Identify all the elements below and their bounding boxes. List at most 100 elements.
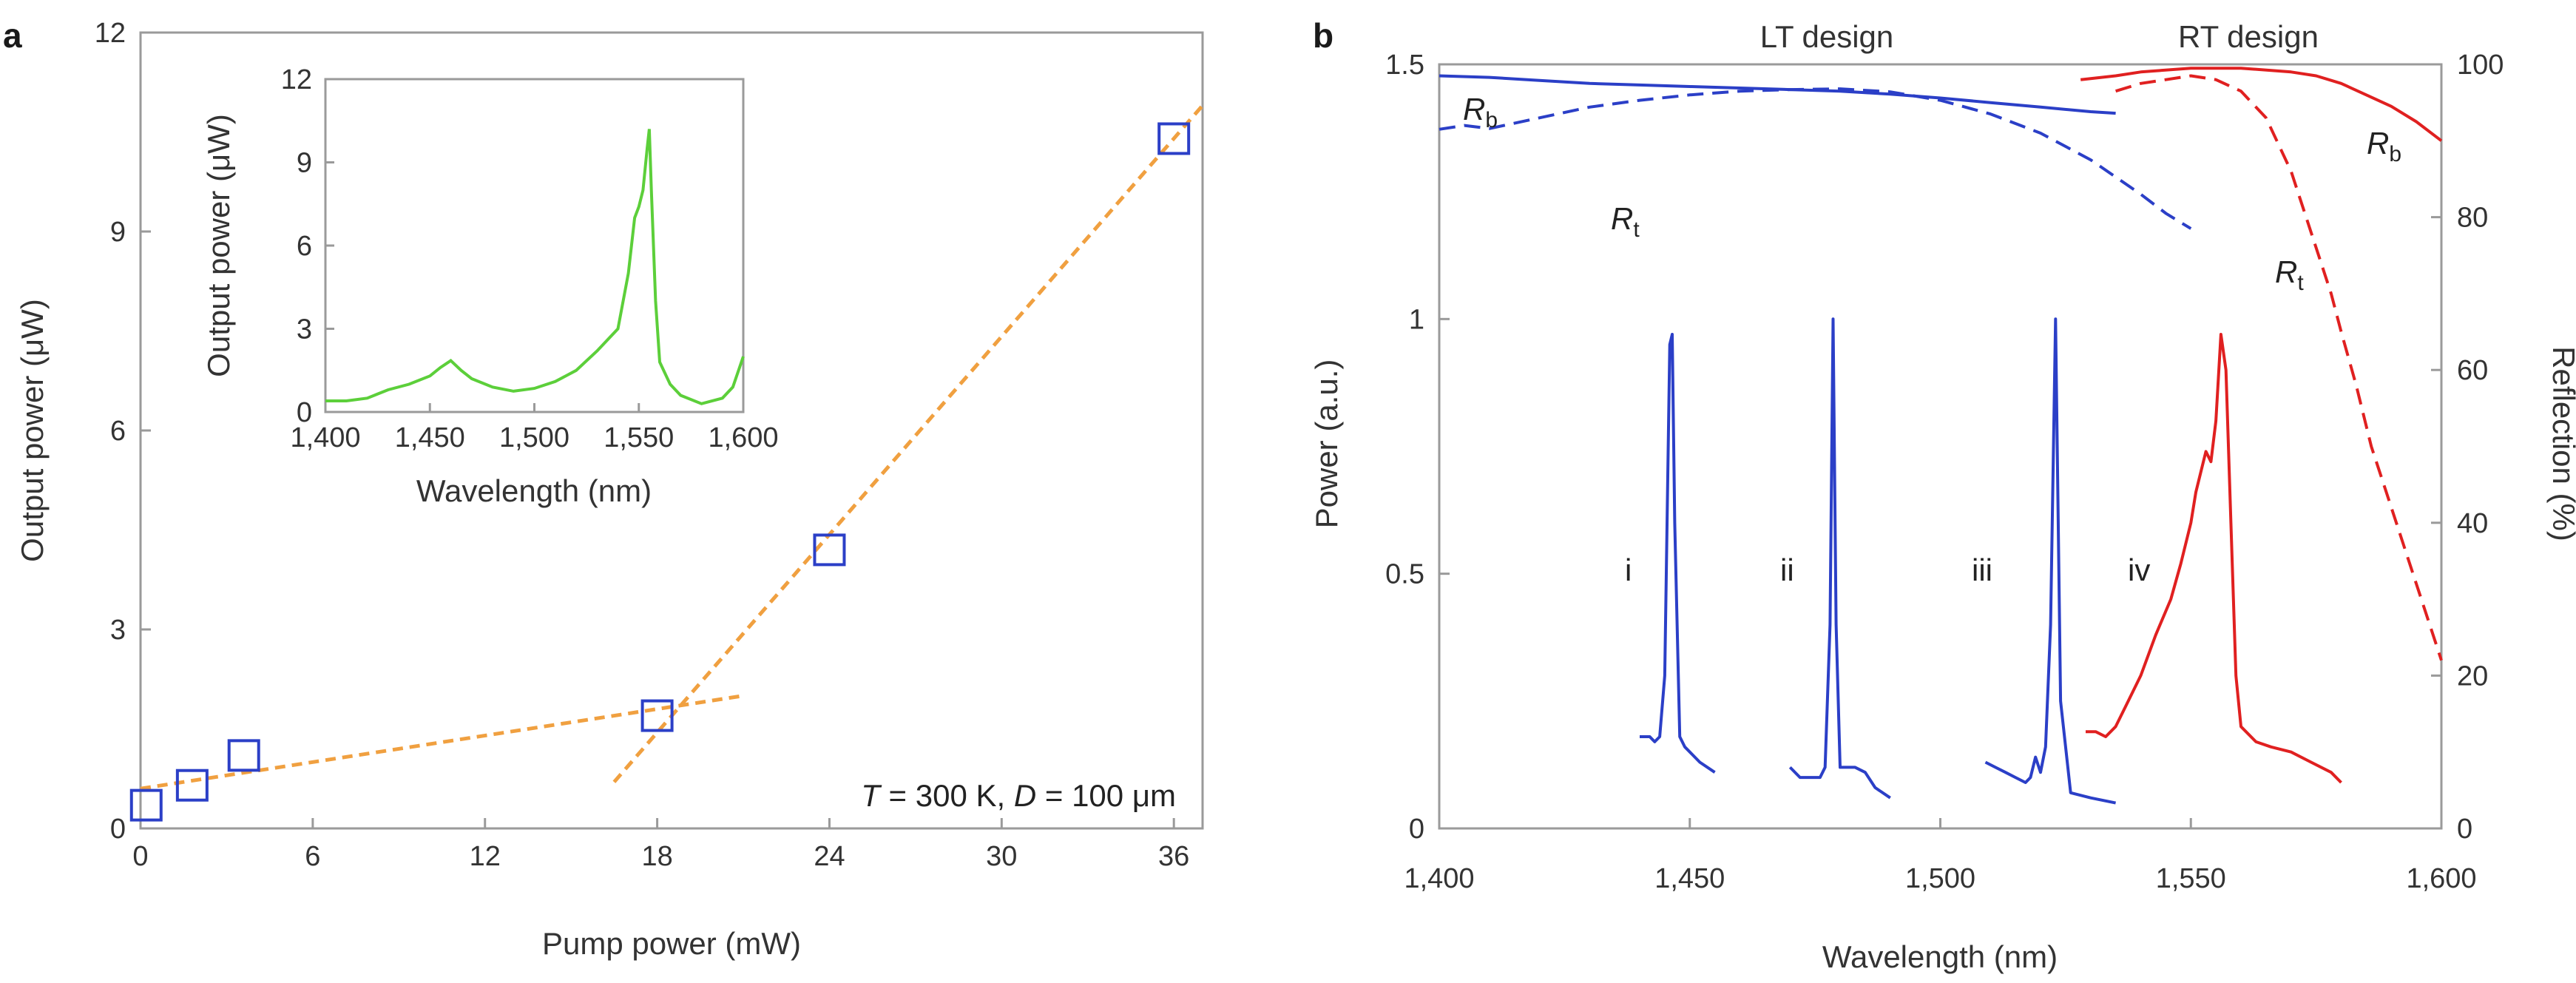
inset-y-tick-label: 0: [297, 397, 312, 428]
panel-a-y-ticks: 0 3 6 9 12: [95, 18, 151, 845]
series-i: [1640, 333, 1716, 774]
rt-rt-main: R: [2275, 254, 2297, 289]
series-rt-rt: [2115, 74, 2443, 661]
series-iii: [1984, 317, 2117, 805]
b-y2-tick-label: 40: [2457, 508, 2488, 539]
data-point: [227, 739, 260, 772]
series-lt-rt: [1439, 87, 2192, 230]
data-point: [1157, 122, 1191, 155]
inset-y-ticks: 0 3 6 9 12: [281, 64, 334, 428]
inset-y-tick-label: 9: [297, 148, 312, 179]
lt-design-label: LT design: [1760, 19, 1894, 54]
rt-rb-sub: b: [2389, 142, 2401, 166]
b-x-tick-label: 1,600: [2406, 863, 2476, 894]
annotation-t-symbol: T: [861, 778, 882, 813]
panel-a-y-label: Output power (μW): [15, 299, 50, 562]
b-y-tick-label: 0.5: [1385, 559, 1424, 590]
panel-a-inset: 1,400 1,450 1,500 1,550 1,600 0 3 6 9 12 Wavelen…: [201, 64, 779, 508]
inset-x-ticks: 1,400 1,450 1,500 1,550 1,600: [290, 403, 779, 453]
inset-x-tick-label: 1,400: [290, 422, 360, 453]
inset-spectrum-line: [325, 129, 745, 405]
rt-rb-main: R: [2367, 126, 2389, 161]
inset-y-tick-label: 6: [297, 231, 312, 262]
rt-design-label: RT design: [2178, 19, 2319, 54]
inset-y-tick-label: 3: [297, 314, 312, 345]
lt-rt-sub: t: [1633, 217, 1640, 242]
b-y-tick-label: 0: [1409, 814, 1424, 845]
a-y-tick-label: 12: [95, 18, 126, 49]
series-ii: [1788, 317, 1891, 800]
panel-b-x-label: Wavelength (nm): [1822, 939, 2058, 974]
series-iv: [2086, 333, 2342, 784]
panel-a-data-points: [129, 122, 1191, 822]
b-y-tick-label: 1.5: [1385, 50, 1424, 81]
rt-rt-label: Rt: [2275, 254, 2304, 295]
panel-b-frame: [1438, 63, 2443, 830]
panel-a-fit-lines: [140, 104, 1204, 791]
inset-x-label: Wavelength (nm): [416, 473, 652, 508]
panel-b-y-ticks: 0 0.5 1 1.5: [1385, 50, 1450, 845]
annotation-d-symbol: D: [1014, 778, 1036, 813]
inset-x-tick-label: 1,550: [604, 422, 674, 453]
a-x-tick-label: 36: [1158, 841, 1189, 872]
annotation-t-value: = 300 K,: [880, 778, 1014, 813]
inset-x-tick-label: 1,450: [395, 422, 465, 453]
panel-b-y-label: Power (a.u.): [1309, 359, 1344, 529]
lt-rt-label: Rt: [1611, 201, 1640, 242]
b-x-tick-label: 1,500: [1905, 863, 1975, 894]
inset-frame: [324, 78, 745, 413]
b-y2-tick-label: 80: [2457, 203, 2488, 234]
fit-line: [140, 694, 744, 791]
a-y-tick-label: 3: [110, 615, 126, 646]
rt-rt-sub: t: [2297, 271, 2304, 295]
a-x-tick-label: 6: [305, 841, 320, 872]
a-x-tick-label: 18: [641, 841, 672, 872]
rt-rb-label: Rb: [2367, 126, 2401, 166]
b-x-tick-label: 1,550: [2156, 863, 2226, 894]
b-y2-tick-label: 20: [2457, 661, 2488, 692]
lt-rb-main: R: [1463, 92, 1485, 126]
a-y-tick-label: 6: [110, 416, 126, 447]
peak-label-iv: iv: [2128, 553, 2150, 587]
inset-y-label: Output power (μW): [201, 114, 236, 377]
inset-x-tick-label: 1,600: [708, 422, 778, 453]
panel-a-x-label: Pump power (mW): [542, 926, 801, 961]
a-y-tick-label: 0: [110, 814, 126, 845]
a-x-tick-label: 30: [986, 841, 1017, 872]
a-y-tick-label: 9: [110, 217, 126, 248]
b-x-tick-label: 1,400: [1404, 863, 1474, 894]
peak-label-ii: ii: [1780, 553, 1794, 587]
b-x-tick-label: 1,450: [1654, 863, 1725, 894]
fit-line: [612, 104, 1204, 783]
data-point: [813, 533, 846, 567]
series-lt-rb: [1439, 74, 2116, 115]
lt-rt-main: R: [1611, 201, 1633, 236]
a-x-tick-label: 12: [470, 841, 501, 872]
lt-rb-sub: b: [1485, 108, 1498, 132]
panel-b-y2-ticks: 0 20 40 60 80 100: [2431, 50, 2504, 845]
b-y2-tick-label: 0: [2457, 814, 2472, 845]
data-point: [129, 788, 163, 822]
inset-y-tick-label: 12: [281, 64, 312, 95]
b-y2-tick-label: 60: [2457, 355, 2488, 386]
b-y-tick-label: 1: [1409, 304, 1424, 335]
lt-rb-label: Rb: [1463, 92, 1498, 132]
panel-b-series: [1439, 67, 2443, 805]
annotation-d-value: = 100 μm: [1036, 778, 1176, 813]
peak-label-iii: iii: [1972, 553, 1992, 587]
panel-a-annotation: T = 300 K, D = 100 μm: [861, 778, 1176, 813]
panel-b-x-ticks: 1,400 1,450 1,500 1,550 1,600: [1404, 818, 2477, 894]
panel-b: 1,400 1,450 1,500 1,550 1,600 0 0.5 1 1.5 0 20 40…: [1309, 19, 2576, 974]
series-rt-rb: [2080, 67, 2443, 142]
inset-x-tick-label: 1,500: [499, 422, 569, 453]
panel-a-label: a: [3, 16, 22, 55]
data-point: [640, 699, 674, 732]
peak-label-i: i: [1625, 553, 1632, 587]
a-x-tick-label: 0: [132, 841, 148, 872]
b-y2-tick-label: 100: [2457, 50, 2504, 81]
panel-b-y2-label: Reflection (%): [2546, 346, 2576, 541]
panel-b-label: b: [1313, 16, 1333, 55]
a-x-tick-label: 24: [814, 841, 845, 872]
